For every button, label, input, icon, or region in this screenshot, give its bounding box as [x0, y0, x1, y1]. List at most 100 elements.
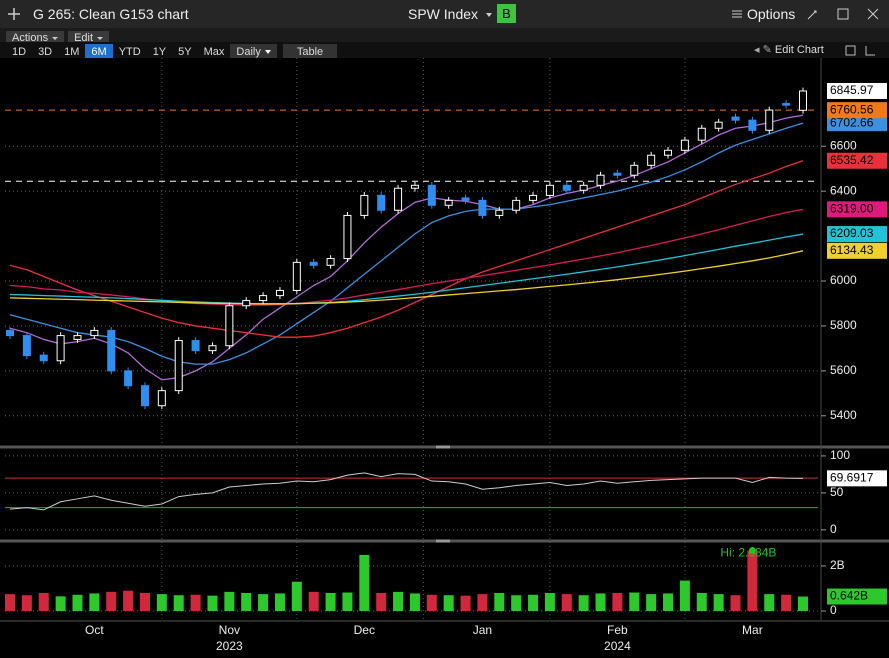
candle-body — [191, 340, 200, 352]
volume-bar — [308, 591, 319, 611]
end-label-text: 6845.97 — [830, 83, 874, 97]
candle-body — [562, 184, 571, 191]
y-tick-label: 6000 — [830, 273, 857, 287]
candle-body — [377, 194, 386, 211]
end-label-text: 6319.00 — [830, 202, 874, 216]
candle-body — [242, 300, 251, 307]
volume-bar — [393, 591, 404, 611]
candle-body — [22, 335, 31, 357]
x-tick-label: Jan — [473, 623, 492, 637]
end-label-text: 6209.03 — [830, 226, 874, 240]
volume-bar — [663, 593, 674, 611]
candle-body — [512, 199, 521, 211]
candle-body — [596, 174, 605, 186]
period-button[interactable]: YTD — [118, 46, 141, 58]
end-label-box — [827, 470, 887, 487]
period-button[interactable]: 1M — [64, 46, 80, 58]
end-label-box — [827, 226, 887, 243]
end-label: 0.642B — [827, 588, 887, 605]
volume-bar — [173, 595, 184, 611]
options[interactable]: Options — [732, 6, 795, 22]
x-tick-label: Oct — [85, 623, 104, 637]
volume-bar — [241, 592, 252, 611]
candle-body — [410, 184, 419, 189]
end-label-text: 69.6917 — [830, 471, 874, 485]
candle-body — [259, 295, 268, 302]
moving-average-line — [9, 114, 804, 381]
options-text: Options — [747, 6, 796, 22]
end-label-box — [827, 242, 887, 259]
title-bar: G 265: Clean G153 chart SPW Index B Opti… — [0, 0, 889, 28]
moving-average-line — [9, 208, 804, 306]
candle-body — [157, 390, 166, 407]
volume-bar — [359, 554, 370, 611]
plot-background — [0, 58, 889, 658]
end-label-text: 0.642B — [830, 589, 868, 603]
edit-chart[interactable]: ◂ ✎ Edit Chart — [754, 44, 824, 56]
volume-bar — [696, 592, 707, 611]
volume-bar — [798, 596, 808, 611]
candle-body — [545, 184, 554, 196]
volume-bar — [713, 594, 724, 611]
volume-bar — [578, 595, 589, 611]
candle-body — [73, 335, 82, 340]
end-label: 6845.97 — [827, 82, 887, 99]
menu-caret — [97, 36, 104, 40]
high-marker — [748, 547, 756, 555]
period-bar: 1D 3D 1M 6M YTD 1Y 5Y Max Daily Table ◂ ✎ Edit Ch… — [0, 42, 889, 60]
y-tick-label: 50 — [830, 485, 844, 499]
end-label-box — [827, 102, 887, 119]
menu-button[interactable]: Edit — [68, 31, 110, 45]
end-label: 6319.00 — [827, 201, 887, 218]
candle-body — [107, 329, 116, 372]
volume-bar — [291, 581, 302, 611]
move-icon[interactable] — [8, 8, 20, 20]
end-label: 69.6917 — [827, 470, 887, 487]
end-label-box — [827, 588, 887, 605]
candle-body — [697, 127, 706, 141]
moving-average-line — [9, 122, 804, 365]
volume-bar — [224, 591, 235, 611]
volume-bar — [561, 594, 572, 611]
chart-icons[interactable] — [845, 45, 881, 56]
period-button[interactable]: 5Y — [178, 46, 192, 58]
frequency-button[interactable]: Daily — [230, 44, 277, 60]
candle-body — [579, 184, 588, 191]
badge[interactable]: B — [497, 4, 516, 23]
window-controls[interactable] — [806, 8, 882, 20]
end-label: 6702.66 — [827, 115, 887, 132]
end-label: 6760.56 — [827, 102, 887, 119]
moving-average-line — [9, 233, 804, 305]
candle-body — [309, 261, 318, 266]
volume-bar — [72, 594, 83, 611]
ticker[interactable]: SPW Index — [408, 6, 493, 22]
volume-bar — [426, 594, 437, 611]
volume-bar — [679, 580, 690, 611]
candle-body — [326, 258, 335, 266]
menu-button[interactable]: Actions — [6, 31, 65, 45]
candle-body — [6, 329, 14, 337]
candle-body — [664, 149, 673, 156]
y-tick-label: 6600 — [830, 138, 857, 152]
candle-body — [630, 164, 639, 176]
period-button[interactable]: Max — [203, 46, 225, 58]
volume-bar — [5, 594, 15, 611]
edit-chart-text: Edit Chart — [774, 44, 824, 56]
period-button[interactable]: 1D — [12, 46, 27, 58]
period-button[interactable]: 6M — [85, 44, 113, 60]
candle-body — [174, 340, 183, 392]
candle-body — [714, 121, 723, 129]
end-label-text: 6760.56 — [830, 102, 874, 116]
volume-bar — [38, 592, 49, 611]
volume-bar — [443, 595, 454, 611]
period-button[interactable]: 1Y — [152, 46, 167, 58]
volume-bar — [207, 595, 218, 611]
menus: Actions Edit — [6, 28, 113, 46]
menu-icon — [732, 10, 742, 18]
period-button[interactable]: 3D — [38, 46, 53, 58]
table-button[interactable]: Table — [282, 44, 338, 60]
candle-body — [799, 90, 807, 111]
rsi-line — [9, 472, 804, 511]
x-tick-label: Nov — [219, 623, 240, 637]
